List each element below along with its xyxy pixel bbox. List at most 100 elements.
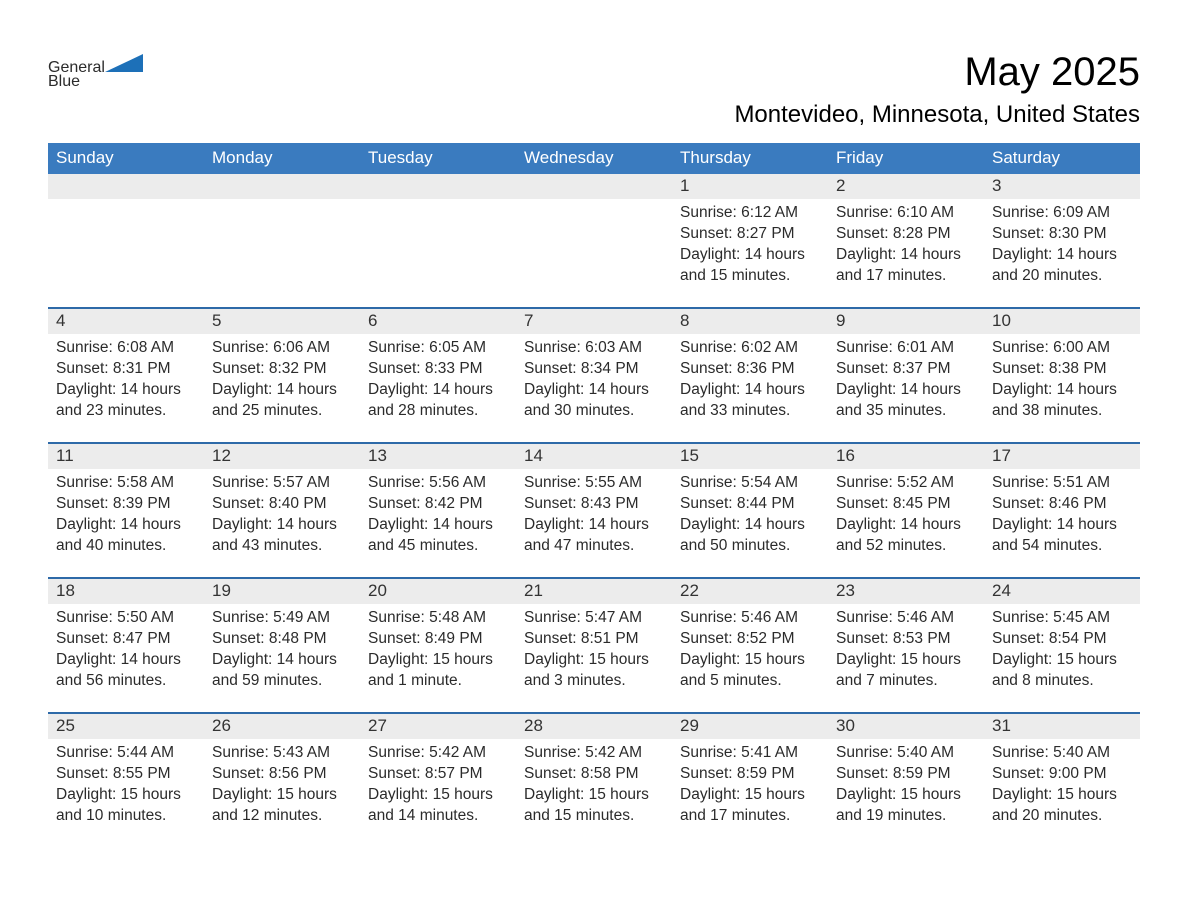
sunset-text: Sunset: 8:54 PM: [992, 629, 1132, 650]
title-block: May 2025 Montevideo, Minnesota, United S…: [734, 50, 1140, 129]
weekday-header: Monday: [204, 143, 360, 174]
sunrise-text: Sunrise: 5:57 AM: [212, 473, 352, 494]
daylight-text: Daylight: 15 hours and 20 minutes.: [992, 785, 1132, 827]
calendar-day-cell: 30Sunrise: 5:40 AMSunset: 8:59 PMDayligh…: [828, 713, 984, 847]
daylight-text: Daylight: 14 hours and 45 minutes.: [368, 515, 508, 557]
sunrise-text: Sunrise: 6:10 AM: [836, 203, 976, 224]
brand-word-2: Blue: [48, 75, 80, 89]
calendar-week-row: 25Sunrise: 5:44 AMSunset: 8:55 PMDayligh…: [48, 713, 1140, 847]
day-number: 10: [984, 309, 1140, 334]
sunrise-text: Sunrise: 6:12 AM: [680, 203, 820, 224]
day-number: 19: [204, 579, 360, 604]
day-content: Sunrise: 5:48 AMSunset: 8:49 PMDaylight:…: [360, 604, 516, 712]
daylight-text: Daylight: 15 hours and 3 minutes.: [524, 650, 664, 692]
day-content: Sunrise: 5:54 AMSunset: 8:44 PMDaylight:…: [672, 469, 828, 577]
day-number: 6: [360, 309, 516, 334]
day-number: 2: [828, 174, 984, 199]
daylight-text: Daylight: 14 hours and 50 minutes.: [680, 515, 820, 557]
weekday-header: Thursday: [672, 143, 828, 174]
calendar-day-cell: 27Sunrise: 5:42 AMSunset: 8:57 PMDayligh…: [360, 713, 516, 847]
daylight-text: Daylight: 14 hours and 59 minutes.: [212, 650, 352, 692]
sunrise-text: Sunrise: 6:08 AM: [56, 338, 196, 359]
calendar-day-cell: [204, 174, 360, 308]
calendar-day-cell: 5Sunrise: 6:06 AMSunset: 8:32 PMDaylight…: [204, 308, 360, 443]
daylight-text: Daylight: 14 hours and 38 minutes.: [992, 380, 1132, 422]
day-content: Sunrise: 6:09 AMSunset: 8:30 PMDaylight:…: [984, 199, 1140, 307]
calendar-day-cell: 7Sunrise: 6:03 AMSunset: 8:34 PMDaylight…: [516, 308, 672, 443]
calendar-day-cell: 2Sunrise: 6:10 AMSunset: 8:28 PMDaylight…: [828, 174, 984, 308]
sunset-text: Sunset: 8:44 PM: [680, 494, 820, 515]
day-content: Sunrise: 5:56 AMSunset: 8:42 PMDaylight:…: [360, 469, 516, 577]
sunset-text: Sunset: 8:56 PM: [212, 764, 352, 785]
day-number: 30: [828, 714, 984, 739]
day-number: [360, 174, 516, 199]
sunrise-text: Sunrise: 5:50 AM: [56, 608, 196, 629]
sunset-text: Sunset: 8:27 PM: [680, 224, 820, 245]
day-number: [48, 174, 204, 199]
day-number: 8: [672, 309, 828, 334]
daylight-text: Daylight: 15 hours and 7 minutes.: [836, 650, 976, 692]
calendar-day-cell: 22Sunrise: 5:46 AMSunset: 8:52 PMDayligh…: [672, 578, 828, 713]
sunset-text: Sunset: 8:28 PM: [836, 224, 976, 245]
daylight-text: Daylight: 14 hours and 43 minutes.: [212, 515, 352, 557]
day-number: 21: [516, 579, 672, 604]
sunrise-text: Sunrise: 5:47 AM: [524, 608, 664, 629]
sunset-text: Sunset: 8:49 PM: [368, 629, 508, 650]
calendar-day-cell: [516, 174, 672, 308]
daylight-text: Daylight: 14 hours and 35 minutes.: [836, 380, 976, 422]
sunrise-text: Sunrise: 5:51 AM: [992, 473, 1132, 494]
sunrise-text: Sunrise: 5:45 AM: [992, 608, 1132, 629]
day-number: [204, 174, 360, 199]
day-content: Sunrise: 5:51 AMSunset: 8:46 PMDaylight:…: [984, 469, 1140, 577]
day-number: 29: [672, 714, 828, 739]
weekday-header: Friday: [828, 143, 984, 174]
brand-triangle-icon: [105, 50, 143, 75]
daylight-text: Daylight: 14 hours and 47 minutes.: [524, 515, 664, 557]
sunset-text: Sunset: 8:30 PM: [992, 224, 1132, 245]
sunset-text: Sunset: 8:47 PM: [56, 629, 196, 650]
daylight-text: Daylight: 15 hours and 15 minutes.: [524, 785, 664, 827]
daylight-text: Daylight: 15 hours and 17 minutes.: [680, 785, 820, 827]
sunset-text: Sunset: 8:45 PM: [836, 494, 976, 515]
day-number: 22: [672, 579, 828, 604]
calendar-day-cell: 23Sunrise: 5:46 AMSunset: 8:53 PMDayligh…: [828, 578, 984, 713]
daylight-text: Daylight: 14 hours and 23 minutes.: [56, 380, 196, 422]
day-number: 11: [48, 444, 204, 469]
day-content: Sunrise: 6:00 AMSunset: 8:38 PMDaylight:…: [984, 334, 1140, 442]
sunrise-text: Sunrise: 5:42 AM: [368, 743, 508, 764]
header-bar: General Blue May 2025 Montevideo, Minnes…: [48, 50, 1140, 129]
calendar-table: Sunday Monday Tuesday Wednesday Thursday…: [48, 143, 1140, 847]
calendar-day-cell: 28Sunrise: 5:42 AMSunset: 8:58 PMDayligh…: [516, 713, 672, 847]
daylight-text: Daylight: 14 hours and 54 minutes.: [992, 515, 1132, 557]
calendar-day-cell: 9Sunrise: 6:01 AMSunset: 8:37 PMDaylight…: [828, 308, 984, 443]
sunset-text: Sunset: 8:34 PM: [524, 359, 664, 380]
day-content: Sunrise: 6:10 AMSunset: 8:28 PMDaylight:…: [828, 199, 984, 307]
day-content: Sunrise: 5:46 AMSunset: 8:53 PMDaylight:…: [828, 604, 984, 712]
weekday-header: Sunday: [48, 143, 204, 174]
brand-logo: General Blue: [48, 50, 143, 90]
sunset-text: Sunset: 8:38 PM: [992, 359, 1132, 380]
day-number: 24: [984, 579, 1140, 604]
day-number: [516, 174, 672, 199]
sunset-text: Sunset: 8:42 PM: [368, 494, 508, 515]
sunrise-text: Sunrise: 5:44 AM: [56, 743, 196, 764]
sunrise-text: Sunrise: 6:05 AM: [368, 338, 508, 359]
calendar-day-cell: [360, 174, 516, 308]
day-number: 9: [828, 309, 984, 334]
sunrise-text: Sunrise: 5:46 AM: [836, 608, 976, 629]
daylight-text: Daylight: 14 hours and 15 minutes.: [680, 245, 820, 287]
weekday-header-row: Sunday Monday Tuesday Wednesday Thursday…: [48, 143, 1140, 174]
sunrise-text: Sunrise: 6:09 AM: [992, 203, 1132, 224]
day-number: 13: [360, 444, 516, 469]
location-label: Montevideo, Minnesota, United States: [734, 101, 1140, 129]
day-number: 23: [828, 579, 984, 604]
calendar-day-cell: 14Sunrise: 5:55 AMSunset: 8:43 PMDayligh…: [516, 443, 672, 578]
calendar-day-cell: 29Sunrise: 5:41 AMSunset: 8:59 PMDayligh…: [672, 713, 828, 847]
sunrise-text: Sunrise: 6:00 AM: [992, 338, 1132, 359]
day-number: 26: [204, 714, 360, 739]
daylight-text: Daylight: 14 hours and 20 minutes.: [992, 245, 1132, 287]
day-content: Sunrise: 5:43 AMSunset: 8:56 PMDaylight:…: [204, 739, 360, 847]
sunrise-text: Sunrise: 5:40 AM: [836, 743, 976, 764]
sunrise-text: Sunrise: 5:43 AM: [212, 743, 352, 764]
calendar-week-row: 11Sunrise: 5:58 AMSunset: 8:39 PMDayligh…: [48, 443, 1140, 578]
